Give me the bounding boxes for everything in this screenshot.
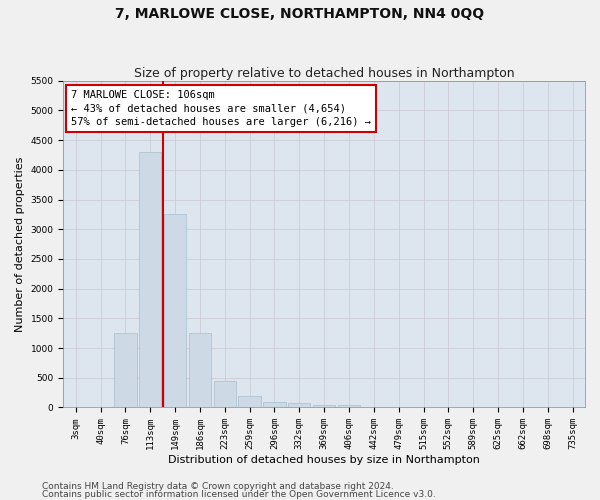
Text: Contains public sector information licensed under the Open Government Licence v3: Contains public sector information licen… [42, 490, 436, 499]
Bar [164, 214, 186, 408]
Title: Size of property relative to detached houses in Northampton: Size of property relative to detached ho… [134, 66, 514, 80]
Text: 7, MARLOWE CLOSE, NORTHAMPTON, NN4 0QQ: 7, MARLOWE CLOSE, NORTHAMPTON, NN4 0QQ [115, 8, 485, 22]
Bar [313, 404, 335, 407]
X-axis label: Distribution of detached houses by size in Northampton: Distribution of detached houses by size … [168, 455, 480, 465]
Bar [189, 333, 211, 407]
Bar [139, 152, 161, 407]
Bar [263, 402, 286, 407]
Y-axis label: Number of detached properties: Number of detached properties [15, 156, 25, 332]
Text: Contains HM Land Registry data © Crown copyright and database right 2024.: Contains HM Land Registry data © Crown c… [42, 482, 394, 491]
Bar [288, 403, 310, 407]
Bar [338, 404, 360, 407]
Bar [238, 396, 261, 407]
Text: 7 MARLOWE CLOSE: 106sqm
← 43% of detached houses are smaller (4,654)
57% of semi: 7 MARLOWE CLOSE: 106sqm ← 43% of detache… [71, 90, 371, 127]
Bar [114, 333, 137, 407]
Bar [214, 380, 236, 407]
